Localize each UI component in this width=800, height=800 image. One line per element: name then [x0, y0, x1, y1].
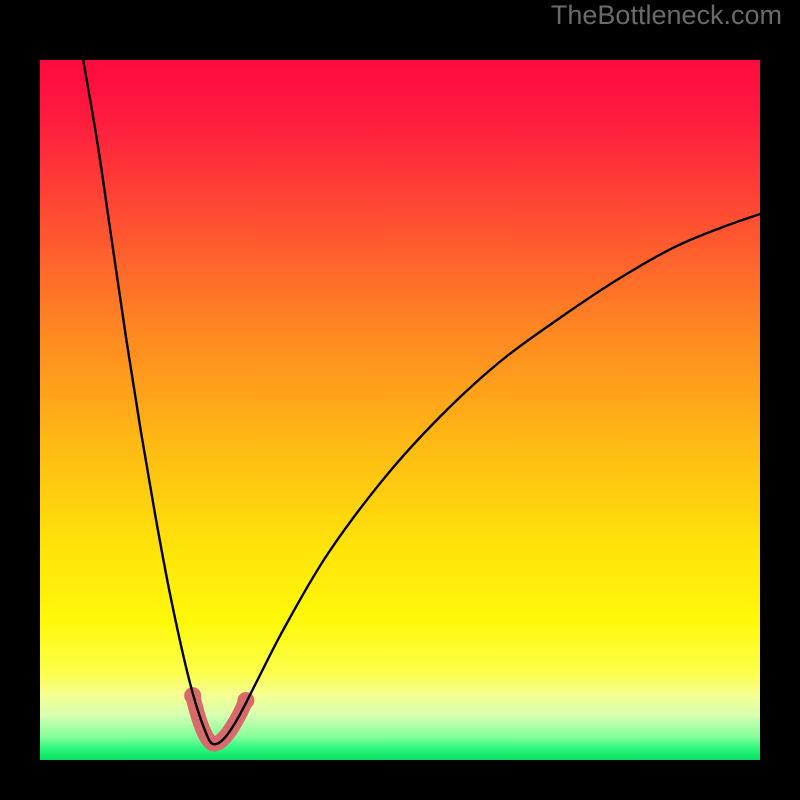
chart-stage: TheBottleneck.com: [0, 0, 800, 800]
plot-area: [40, 60, 760, 760]
bottleneck-curve: [83, 60, 760, 744]
curve-layer: [40, 60, 760, 760]
watermark-text: TheBottleneck.com: [551, 0, 782, 31]
